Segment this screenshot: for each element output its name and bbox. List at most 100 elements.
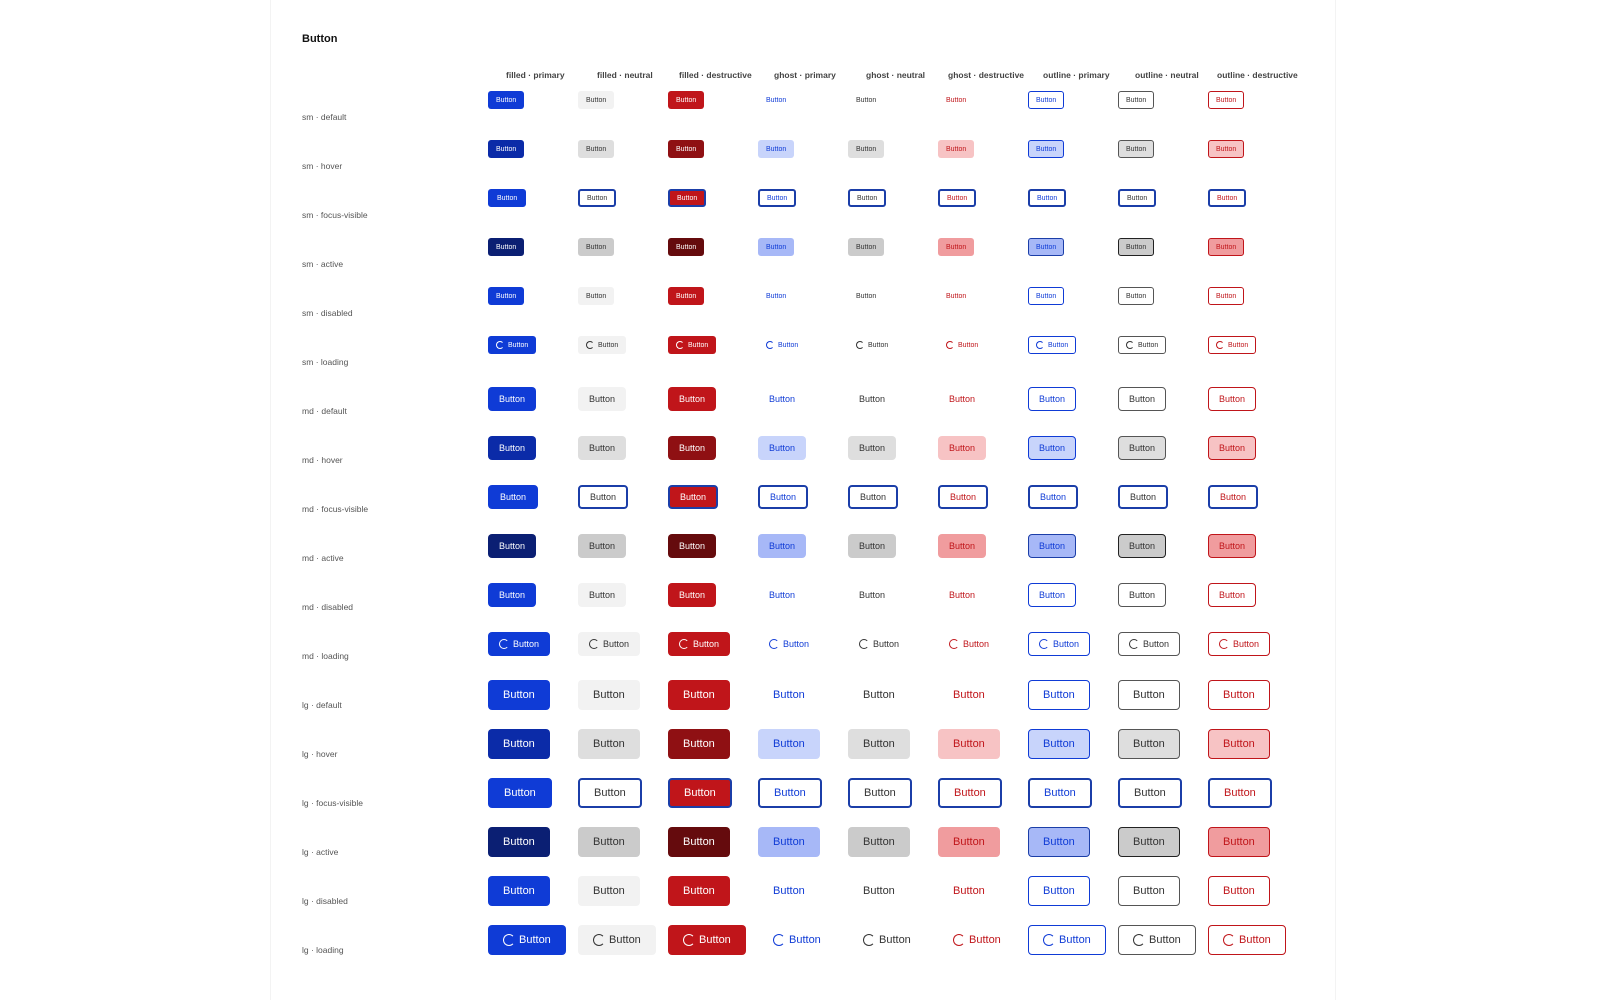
button-filled-neutral-lg-active[interactable]: Button [578, 827, 640, 857]
button-filled-primary-lg-disabled[interactable]: Button [488, 876, 550, 906]
button-ghost-primary-md-default[interactable]: Button [758, 387, 806, 411]
button-filled-primary-sm-loading[interactable]: Button [488, 336, 537, 354]
button-ghost-destructive-lg-focus-visible[interactable]: Button [938, 778, 1002, 808]
button-ghost-primary-sm-active[interactable]: Button [758, 238, 795, 256]
button-ghost-neutral-sm-loading[interactable]: Button [848, 336, 896, 354]
button-filled-neutral-md-hover[interactable]: Button [578, 436, 627, 460]
button-outline-destructive-md-hover[interactable]: Button [1208, 436, 1257, 460]
button-outline-neutral-sm-focus-visible[interactable]: Button [1118, 189, 1157, 207]
button-ghost-destructive-sm-default[interactable]: Button [938, 91, 974, 109]
button-ghost-primary-lg-loading[interactable]: Button [758, 925, 836, 955]
button-ghost-destructive-md-hover[interactable]: Button [938, 436, 987, 460]
button-ghost-neutral-sm-hover[interactable]: Button [848, 140, 885, 158]
button-ghost-primary-sm-hover[interactable]: Button [758, 140, 795, 158]
button-outline-primary-md-loading[interactable]: Button [1028, 632, 1091, 656]
button-outline-neutral-sm-active[interactable]: Button [1118, 238, 1155, 256]
button-outline-neutral-lg-active[interactable]: Button [1118, 827, 1180, 857]
button-filled-neutral-lg-hover[interactable]: Button [578, 729, 640, 759]
button-filled-primary-md-focus-visible[interactable]: Button [488, 485, 539, 509]
button-filled-neutral-md-disabled[interactable]: Button [578, 583, 627, 607]
button-ghost-neutral-md-focus-visible[interactable]: Button [848, 485, 899, 509]
button-ghost-primary-sm-default[interactable]: Button [758, 91, 794, 109]
button-ghost-destructive-lg-hover[interactable]: Button [938, 729, 1000, 759]
button-filled-neutral-lg-focus-visible[interactable]: Button [578, 778, 642, 808]
button-filled-destructive-sm-focus-visible[interactable]: Button [668, 189, 707, 207]
button-outline-destructive-md-active[interactable]: Button [1208, 534, 1257, 558]
button-outline-neutral-sm-default[interactable]: Button [1118, 91, 1155, 109]
button-filled-destructive-lg-focus-visible[interactable]: Button [668, 778, 732, 808]
button-outline-primary-sm-default[interactable]: Button [1028, 91, 1065, 109]
button-filled-neutral-lg-loading[interactable]: Button [578, 925, 656, 955]
button-outline-destructive-md-disabled[interactable]: Button [1208, 583, 1257, 607]
button-ghost-neutral-lg-focus-visible[interactable]: Button [848, 778, 912, 808]
button-outline-destructive-sm-hover[interactable]: Button [1208, 140, 1245, 158]
button-ghost-destructive-sm-focus-visible[interactable]: Button [938, 189, 977, 207]
button-filled-destructive-md-loading[interactable]: Button [668, 632, 731, 656]
button-outline-primary-lg-default[interactable]: Button [1028, 680, 1090, 710]
button-filled-neutral-lg-default[interactable]: Button [578, 680, 640, 710]
button-outline-primary-lg-active[interactable]: Button [1028, 827, 1090, 857]
button-filled-neutral-sm-loading[interactable]: Button [578, 336, 627, 354]
button-outline-destructive-lg-disabled[interactable]: Button [1208, 876, 1270, 906]
button-ghost-neutral-lg-default[interactable]: Button [848, 680, 910, 710]
button-outline-primary-lg-focus-visible[interactable]: Button [1028, 778, 1092, 808]
button-ghost-neutral-md-loading[interactable]: Button [848, 632, 910, 656]
button-ghost-destructive-sm-hover[interactable]: Button [938, 140, 975, 158]
button-filled-destructive-sm-active[interactable]: Button [668, 238, 705, 256]
button-ghost-primary-sm-disabled[interactable]: Button [758, 287, 794, 305]
button-ghost-neutral-sm-disabled[interactable]: Button [848, 287, 884, 305]
button-outline-neutral-md-disabled[interactable]: Button [1118, 583, 1167, 607]
button-filled-primary-md-hover[interactable]: Button [488, 436, 537, 460]
button-outline-destructive-lg-active[interactable]: Button [1208, 827, 1270, 857]
button-outline-primary-sm-hover[interactable]: Button [1028, 140, 1065, 158]
button-outline-primary-lg-disabled[interactable]: Button [1028, 876, 1090, 906]
button-ghost-neutral-lg-loading[interactable]: Button [848, 925, 926, 955]
button-ghost-primary-lg-hover[interactable]: Button [758, 729, 820, 759]
button-outline-destructive-lg-loading[interactable]: Button [1208, 925, 1286, 955]
button-ghost-neutral-md-default[interactable]: Button [848, 387, 896, 411]
button-ghost-destructive-md-disabled[interactable]: Button [938, 583, 986, 607]
button-ghost-primary-md-focus-visible[interactable]: Button [758, 485, 809, 509]
button-filled-primary-md-active[interactable]: Button [488, 534, 537, 558]
button-filled-neutral-sm-active[interactable]: Button [578, 238, 615, 256]
button-filled-primary-lg-active[interactable]: Button [488, 827, 550, 857]
button-filled-destructive-md-disabled[interactable]: Button [668, 583, 717, 607]
button-filled-primary-lg-hover[interactable]: Button [488, 729, 550, 759]
button-ghost-primary-sm-loading[interactable]: Button [758, 336, 806, 354]
button-filled-neutral-sm-hover[interactable]: Button [578, 140, 615, 158]
button-filled-primary-sm-default[interactable]: Button [488, 91, 525, 109]
button-ghost-destructive-sm-disabled[interactable]: Button [938, 287, 974, 305]
button-outline-neutral-sm-loading[interactable]: Button [1118, 336, 1167, 354]
button-outline-neutral-lg-default[interactable]: Button [1118, 680, 1180, 710]
button-ghost-neutral-lg-hover[interactable]: Button [848, 729, 910, 759]
button-outline-destructive-lg-default[interactable]: Button [1208, 680, 1270, 710]
button-filled-neutral-md-active[interactable]: Button [578, 534, 627, 558]
button-filled-destructive-lg-hover[interactable]: Button [668, 729, 730, 759]
button-ghost-primary-lg-focus-visible[interactable]: Button [758, 778, 822, 808]
button-filled-destructive-lg-active[interactable]: Button [668, 827, 730, 857]
button-outline-primary-sm-focus-visible[interactable]: Button [1028, 189, 1067, 207]
button-ghost-primary-md-disabled[interactable]: Button [758, 583, 806, 607]
button-filled-primary-lg-focus-visible[interactable]: Button [488, 778, 552, 808]
button-outline-destructive-sm-loading[interactable]: Button [1208, 336, 1257, 354]
button-filled-destructive-md-active[interactable]: Button [668, 534, 717, 558]
button-outline-primary-md-focus-visible[interactable]: Button [1028, 485, 1079, 509]
button-outline-neutral-lg-disabled[interactable]: Button [1118, 876, 1180, 906]
button-ghost-neutral-md-active[interactable]: Button [848, 534, 897, 558]
button-ghost-primary-md-hover[interactable]: Button [758, 436, 807, 460]
button-outline-destructive-sm-active[interactable]: Button [1208, 238, 1245, 256]
button-outline-destructive-sm-focus-visible[interactable]: Button [1208, 189, 1247, 207]
button-ghost-destructive-sm-active[interactable]: Button [938, 238, 975, 256]
button-filled-primary-sm-active[interactable]: Button [488, 238, 525, 256]
button-outline-neutral-lg-hover[interactable]: Button [1118, 729, 1180, 759]
button-ghost-destructive-lg-disabled[interactable]: Button [938, 876, 1000, 906]
button-ghost-primary-lg-disabled[interactable]: Button [758, 876, 820, 906]
button-filled-destructive-sm-loading[interactable]: Button [668, 336, 717, 354]
button-outline-neutral-md-default[interactable]: Button [1118, 387, 1167, 411]
button-ghost-neutral-sm-active[interactable]: Button [848, 238, 885, 256]
button-ghost-destructive-lg-loading[interactable]: Button [938, 925, 1016, 955]
button-outline-primary-md-default[interactable]: Button [1028, 387, 1077, 411]
button-ghost-primary-sm-focus-visible[interactable]: Button [758, 189, 797, 207]
button-filled-neutral-sm-default[interactable]: Button [578, 91, 615, 109]
button-ghost-neutral-md-disabled[interactable]: Button [848, 583, 896, 607]
